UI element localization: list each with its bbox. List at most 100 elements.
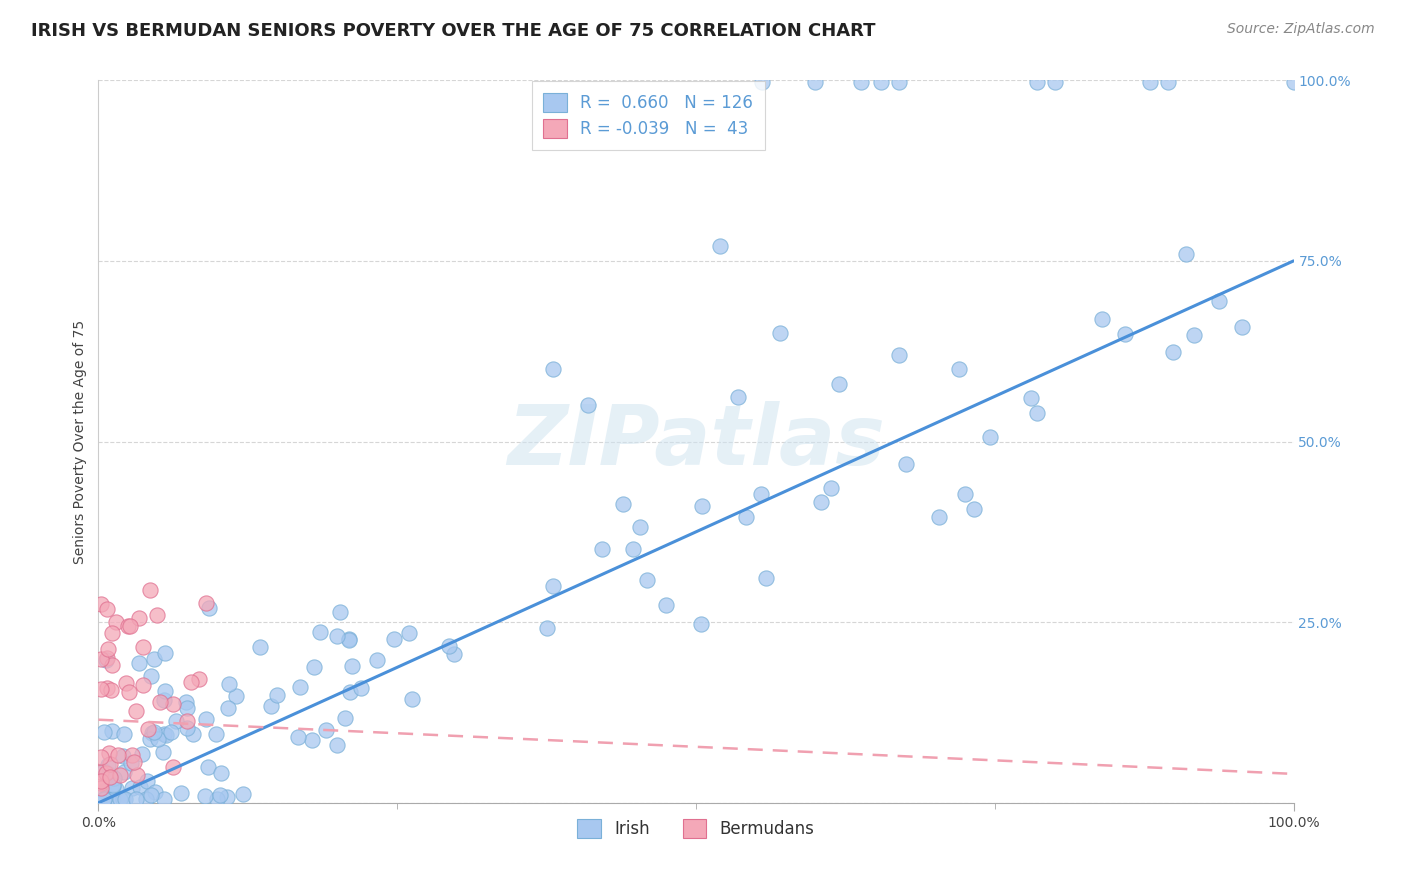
Point: [249, 640, 271, 655]
Point: [541, 362, 564, 376]
Point: [1139, 75, 1161, 89]
Point: [578, 398, 600, 412]
Point: [90, 652, 112, 666]
Point: [120, 619, 142, 633]
Point: [90, 681, 112, 696]
Point: [114, 727, 136, 741]
Point: [654, 598, 676, 612]
Point: [828, 376, 851, 391]
Point: [1175, 246, 1198, 260]
Point: [94, 653, 117, 667]
Point: [217, 700, 239, 714]
Point: [337, 632, 360, 646]
Point: [259, 698, 281, 713]
Point: [135, 792, 157, 806]
Point: [93, 724, 115, 739]
Point: [382, 632, 405, 647]
Point: [194, 712, 217, 726]
Point: [152, 792, 174, 806]
Point: [97, 758, 120, 772]
Point: [100, 779, 122, 793]
Point: [443, 647, 465, 661]
Point: [197, 760, 219, 774]
Point: [125, 792, 148, 806]
Point: [727, 390, 749, 404]
Point: [287, 730, 309, 744]
Point: [266, 688, 288, 702]
Y-axis label: Seniors Poverty Over the Age of 75: Seniors Poverty Over the Age of 75: [73, 319, 87, 564]
Text: ZIPatlas: ZIPatlas: [508, 401, 884, 482]
Point: [129, 780, 152, 794]
Point: [955, 486, 977, 500]
Point: [889, 75, 911, 89]
Point: [225, 689, 247, 703]
Point: [1230, 320, 1253, 334]
Point: [125, 768, 148, 782]
Point: [218, 676, 240, 690]
Point: [165, 714, 187, 728]
Point: [98, 766, 121, 780]
Point: [194, 596, 217, 610]
Point: [194, 789, 217, 803]
Point: [160, 724, 183, 739]
Point: [326, 629, 349, 643]
Point: [1019, 391, 1042, 405]
Point: [101, 779, 124, 793]
Point: [894, 457, 917, 471]
Point: [288, 680, 311, 694]
Point: [96, 602, 118, 616]
Point: [870, 75, 893, 89]
Point: [205, 792, 228, 806]
Point: [100, 683, 122, 698]
Point: [197, 601, 219, 615]
Point: [690, 617, 713, 632]
Point: [804, 75, 827, 89]
Point: [108, 768, 131, 782]
Point: [143, 785, 166, 799]
Point: [755, 571, 778, 585]
Point: [398, 626, 420, 640]
Point: [132, 640, 155, 654]
Point: [112, 748, 135, 763]
Point: [162, 697, 184, 711]
Point: [401, 692, 423, 706]
Point: [162, 760, 184, 774]
Point: [350, 681, 373, 695]
Point: [810, 495, 832, 509]
Point: [136, 774, 159, 789]
Point: [139, 789, 162, 803]
Point: [621, 542, 644, 557]
Point: [209, 765, 232, 780]
Point: [1182, 327, 1205, 342]
Point: [339, 684, 361, 698]
Point: [115, 675, 138, 690]
Point: [612, 497, 634, 511]
Point: [628, 520, 651, 534]
Point: [117, 619, 139, 633]
Point: [1091, 311, 1114, 326]
Point: [114, 792, 136, 806]
Point: [97, 642, 120, 657]
Point: [101, 792, 124, 806]
Point: [205, 727, 228, 741]
Point: [636, 573, 658, 587]
Point: [149, 695, 172, 709]
Point: [979, 430, 1001, 444]
Point: [176, 721, 198, 735]
Point: [142, 725, 165, 739]
Text: Source: ZipAtlas.com: Source: ZipAtlas.com: [1227, 22, 1375, 37]
Point: [309, 625, 332, 640]
Point: [139, 669, 162, 683]
Point: [98, 770, 121, 784]
Point: [690, 499, 713, 513]
Point: [541, 579, 564, 593]
Point: [90, 774, 112, 789]
Point: [121, 780, 143, 795]
Point: [90, 776, 112, 790]
Point: [104, 781, 127, 796]
Point: [188, 672, 211, 686]
Point: [145, 608, 167, 623]
Point: [90, 750, 112, 764]
Point: [90, 781, 112, 796]
Point: [1026, 406, 1049, 420]
